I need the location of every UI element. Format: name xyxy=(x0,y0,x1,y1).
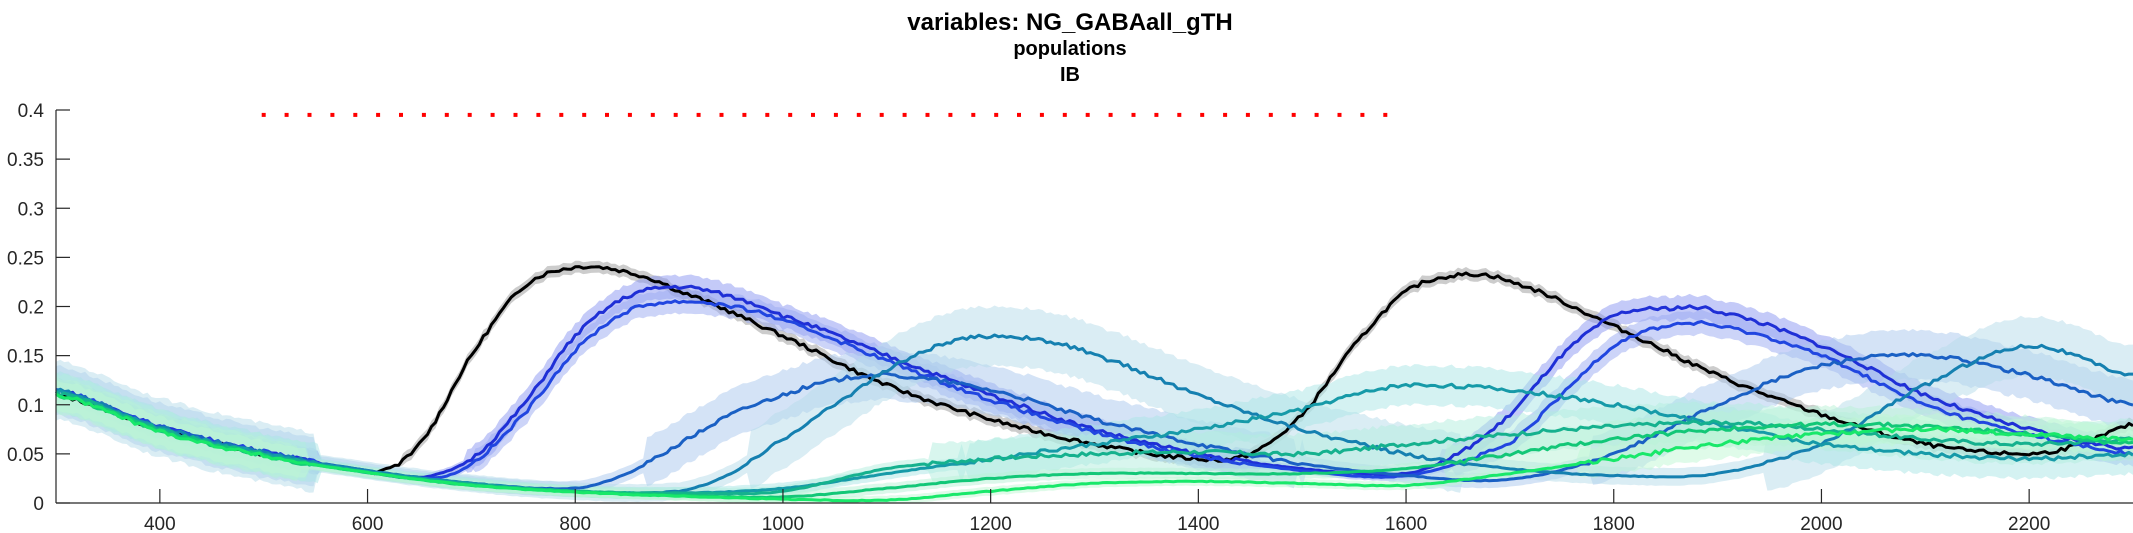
stimulus-dot xyxy=(330,112,335,117)
stimulus-dot xyxy=(765,112,770,117)
stimulus-dot xyxy=(1245,112,1250,117)
x-tick-label: 2200 xyxy=(2008,514,2050,533)
stimulus-dot xyxy=(467,112,472,117)
series-lines xyxy=(54,265,2133,503)
series-band-5 xyxy=(56,305,2133,503)
stimulus-dot xyxy=(399,112,403,117)
stimulus-dot xyxy=(1360,112,1365,117)
y-tick-label: 0.4 xyxy=(18,101,45,122)
stimulus-dot xyxy=(444,112,449,117)
stimulus-dot xyxy=(284,112,289,117)
stimulus-dot xyxy=(1108,112,1113,117)
x-tick-label: 1200 xyxy=(970,514,1012,533)
x-tick-label: 2000 xyxy=(1800,514,1842,533)
error-bands xyxy=(56,260,2133,503)
y-tick-label: 0.3 xyxy=(18,199,44,220)
stimulus-dot xyxy=(421,112,426,117)
stimulus-dot xyxy=(1383,112,1388,117)
stimulus-dot xyxy=(833,112,838,117)
stimulus-dot xyxy=(673,112,678,117)
stimulus-dot xyxy=(1177,112,1182,117)
stimulus-dot xyxy=(719,112,724,117)
stimulus-dot xyxy=(490,112,495,117)
chart-subtitle: populations xyxy=(1013,38,1126,60)
stimulus-dot xyxy=(582,112,587,117)
stimulus-dot xyxy=(513,112,518,117)
stimulus-dot xyxy=(559,112,564,117)
stimulus-dot xyxy=(605,112,609,117)
series-line-9 xyxy=(55,392,2133,503)
stimulus-dot xyxy=(1200,112,1205,117)
series-band-2 xyxy=(56,274,2133,482)
y-tick-label: 0.35 xyxy=(7,150,44,171)
stimulus-dot xyxy=(1314,112,1319,117)
y-tick-label: 0.2 xyxy=(18,298,44,319)
stimulus-dot xyxy=(742,112,747,117)
y-axis-ticks: 0 0.05 0.1 0.15 0.2 0.25 0.3 0.35 0.4 xyxy=(7,101,70,515)
stimulus-dot xyxy=(1223,112,1228,117)
stimulus-marker xyxy=(261,112,1388,117)
x-tick-label: 1000 xyxy=(762,514,804,533)
stimulus-dot xyxy=(1337,112,1342,117)
stimulus-dot xyxy=(994,112,999,117)
stimulus-dot xyxy=(788,112,793,117)
stimulus-dot xyxy=(261,112,266,117)
stimulus-dot xyxy=(1268,112,1273,117)
stimulus-dot xyxy=(696,112,701,117)
stimulus-dot xyxy=(856,112,861,117)
x-tick-label: 600 xyxy=(352,514,384,533)
stimulus-dot xyxy=(811,112,815,117)
y-tick-label: 0 xyxy=(33,494,44,515)
stimulus-dot xyxy=(1085,112,1090,117)
stimulus-dot xyxy=(879,112,884,117)
x-tick-label: 1400 xyxy=(1177,514,1219,533)
stimulus-dot xyxy=(948,112,953,117)
stimulus-dot xyxy=(1062,112,1067,117)
chart-title: variables: NG_GABAall_gTH xyxy=(907,9,1232,36)
stimulus-dot xyxy=(536,112,541,117)
y-tick-label: 0.1 xyxy=(18,396,44,417)
stimulus-dot xyxy=(307,112,312,117)
x-tick-label: 1600 xyxy=(1385,514,1427,533)
stimulus-dot xyxy=(650,112,655,117)
x-tick-label: 400 xyxy=(144,514,176,533)
series-band-7 xyxy=(56,371,2133,500)
series-band-9 xyxy=(56,379,2133,503)
x-tick-label: 800 xyxy=(559,514,591,533)
x-axis-ticks: 400 600 800 1000 1200 1400 1600 1800 2000 2200 xyxy=(144,489,2050,533)
y-tick-label: 0.25 xyxy=(7,248,44,269)
stimulus-dot xyxy=(1291,112,1296,117)
series-band-3 xyxy=(56,289,2133,483)
stimulus-dot xyxy=(353,112,358,117)
chart-population-label: IB xyxy=(1060,64,1080,86)
stimulus-dot xyxy=(1017,112,1021,117)
stimulus-dot xyxy=(1131,112,1136,117)
stimulus-dot xyxy=(925,112,930,117)
stimulus-dot xyxy=(902,112,907,117)
stimulus-dot xyxy=(1154,112,1159,117)
x-tick-label: 1800 xyxy=(1593,514,1635,533)
stimulus-dot xyxy=(376,112,381,117)
y-tick-label: 0.05 xyxy=(7,445,44,466)
stimulus-dot xyxy=(1039,112,1044,117)
y-tick-label: 0.15 xyxy=(7,347,44,368)
stimulus-dot xyxy=(971,112,976,117)
stimulus-dot xyxy=(627,112,632,117)
